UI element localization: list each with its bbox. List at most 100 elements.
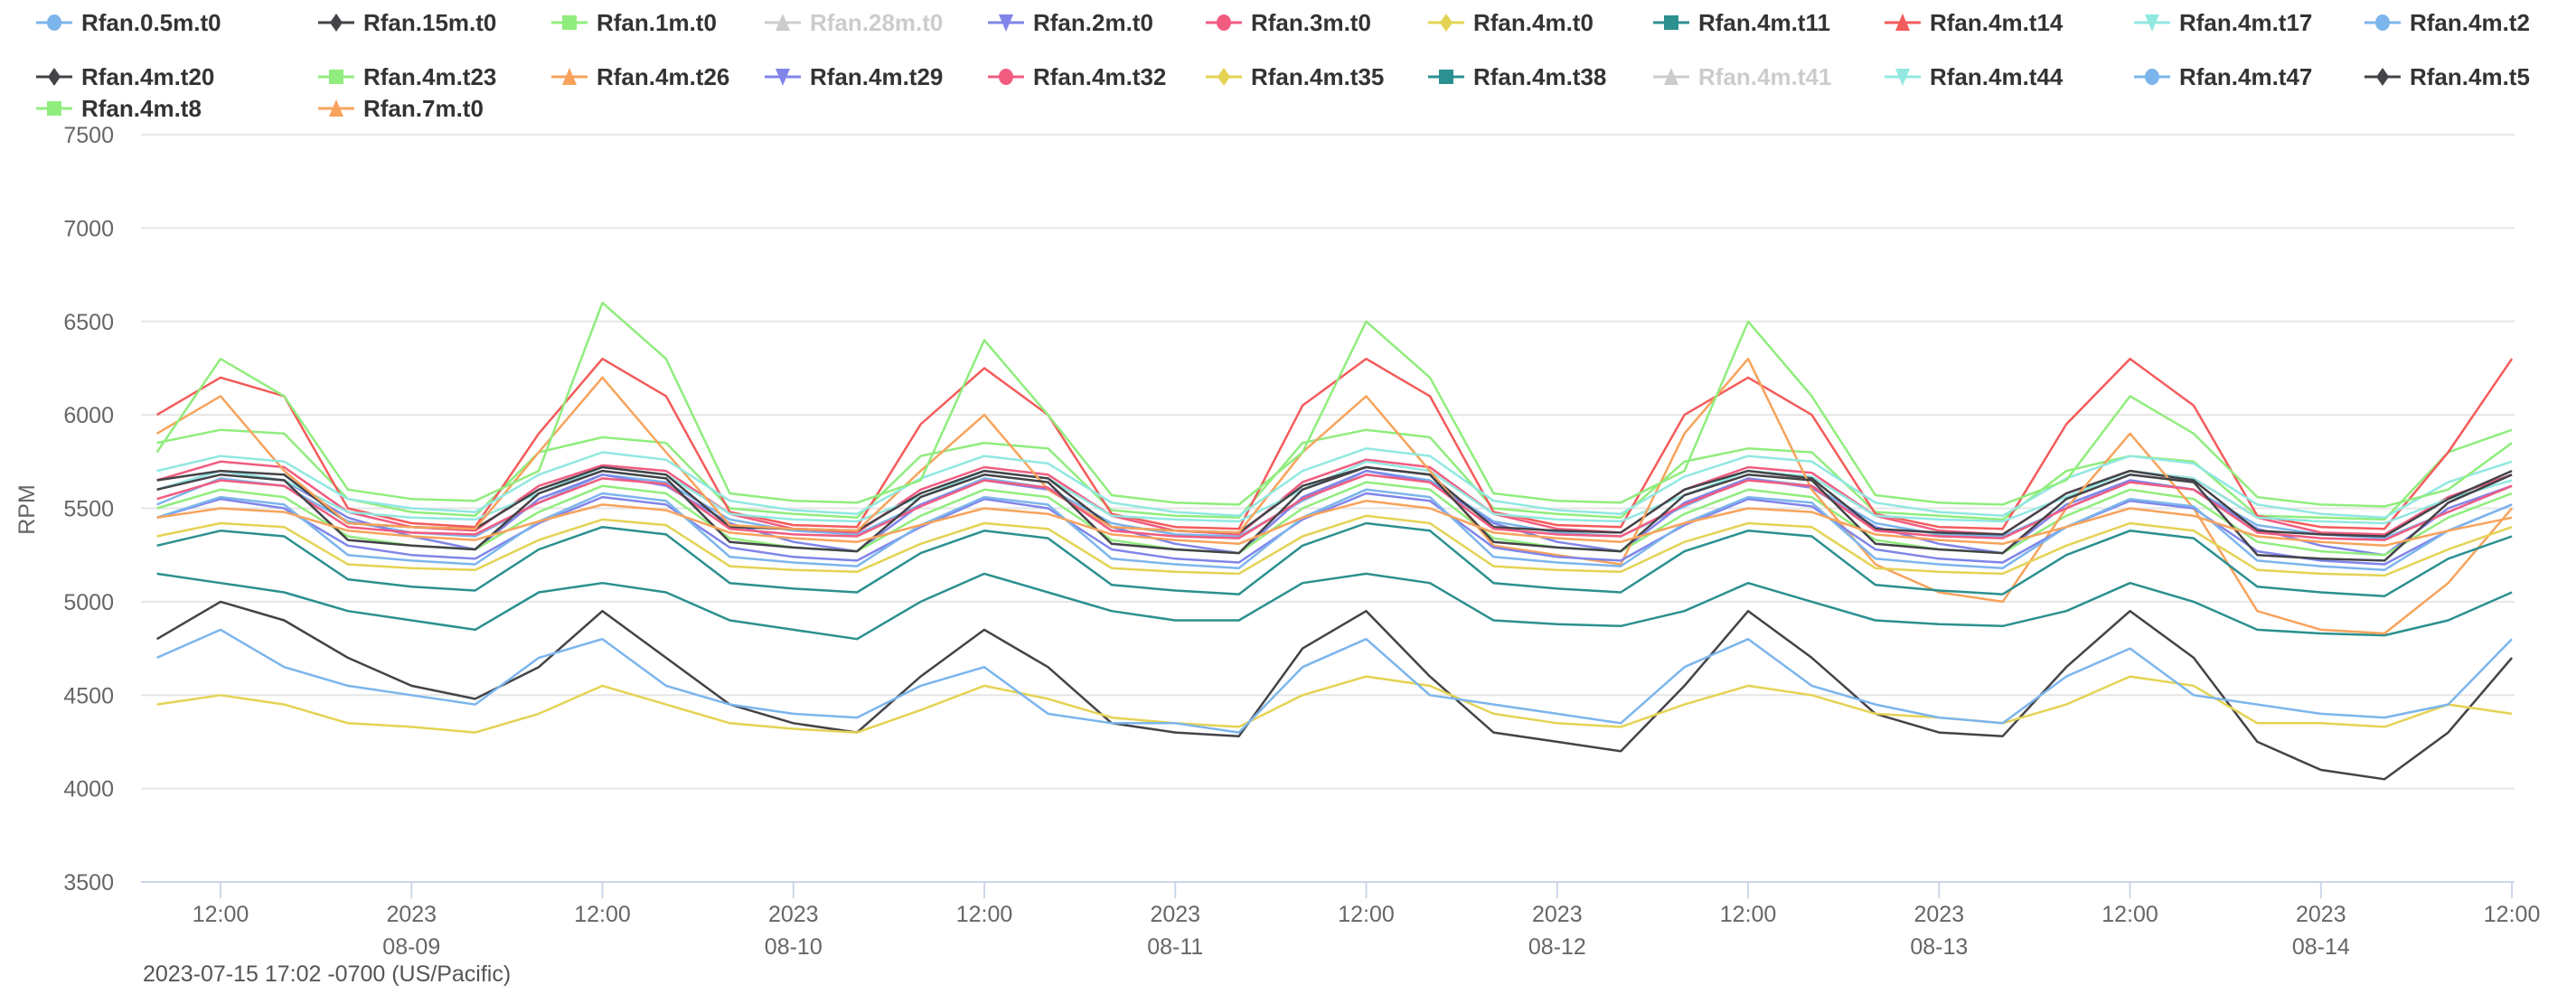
legend-label: Rfan.4m.t26	[597, 62, 730, 90]
legend-item-Rfan-4m-t29[interactable]: Rfan.4m.t29	[763, 61, 943, 92]
diamond-marker-icon	[36, 68, 72, 86]
legend-label: Rfan.4m.t8	[81, 94, 202, 122]
series-line-Rfan-4m-t0[interactable]	[156, 675, 2513, 734]
square-marker-icon	[551, 15, 588, 30]
legend-item-Rfan-0-5m-t0[interactable]: Rfan.0.5m.t0	[34, 7, 221, 38]
series-line-Rfan-4m-t44[interactable]	[156, 447, 2513, 520]
footer-timestamp: 2023-07-15 17:02 -0700 (US/Pacific)	[143, 961, 512, 987]
legend-item-Rfan-4m-t0[interactable]: Rfan.4m.t0	[1426, 7, 1594, 38]
x-tick-label: 12:00	[574, 902, 631, 927]
x-tick-label: 12:00	[1720, 902, 1777, 927]
x-tick-label: 2023	[1532, 902, 1583, 927]
legend-label: Rfan.4m.t23	[363, 62, 497, 90]
legend-item-Rfan-4m-t35[interactable]: Rfan.4m.t35	[1204, 61, 1384, 92]
y-tick-label: 6000	[63, 403, 114, 428]
y-tick-label: 4500	[63, 683, 114, 708]
series-line-Rfan-15m-t0[interactable]	[155, 600, 2514, 781]
x-tick-date-label: 08-09	[382, 934, 440, 960]
series-line-Rfan-4m-t35[interactable]	[156, 514, 2513, 577]
legend-item-Rfan-4m-t14[interactable]: Rfan.4m.t14	[1883, 7, 2063, 38]
triangle-marker-icon	[765, 14, 801, 31]
legend-label: Rfan.4m.t44	[1930, 62, 2064, 90]
series-line-Rfan-4m-t5[interactable]	[156, 465, 2513, 562]
x-tick-date-label: 08-10	[765, 934, 823, 960]
series-line-Rfan-4m-t47[interactable]	[156, 488, 2513, 571]
legend-label: Rfan.4m.t0	[1473, 8, 1594, 36]
y-tick-label: 7000	[63, 216, 114, 241]
y-tick-label: 4000	[63, 777, 114, 802]
legend-item-Rfan-2m-t0[interactable]: Rfan.2m.t0	[986, 7, 1153, 38]
legend-label: Rfan.4m.t38	[1473, 62, 1607, 90]
legend: Rfan.0.5m.t0 Rfan.15m.t0 Rfan.1m.t0 Rfan.28…	[0, 0, 2576, 127]
series-line-Rfan-4m-t38[interactable]	[156, 521, 2513, 597]
legend-label: Rfan.4m.t32	[1033, 62, 1167, 90]
legend-label: Rfan.4m.t35	[1251, 62, 1385, 90]
diamond-marker-icon	[1206, 68, 1242, 86]
series-line-Rfan-4m-t2[interactable]	[156, 628, 2513, 734]
x-tick-label: 2023	[386, 902, 437, 927]
x-tick-label: 12:00	[2101, 902, 2158, 927]
legend-label: Rfan.4m.t5	[2410, 62, 2530, 90]
legend-item-Rfan-4m-t5[interactable]: Rfan.4m.t5	[2363, 61, 2530, 92]
legend-label: Rfan.4m.t2	[2410, 8, 2530, 36]
series-line-Rfan-4m-t11[interactable]	[156, 572, 2513, 641]
series-line-Rfan-4m-t8[interactable]	[155, 301, 2513, 508]
diamond-marker-icon	[2364, 68, 2401, 86]
legend-label: Rfan.4m.t17	[2179, 8, 2313, 36]
diamond-marker-icon	[1428, 14, 1464, 32]
legend-item-Rfan-4m-t8[interactable]: Rfan.4m.t8	[34, 93, 202, 124]
y-tick-label: 6500	[63, 310, 114, 335]
series-line-Rfan-4m-t20[interactable]	[156, 465, 2513, 538]
legend-item-Rfan-4m-t11[interactable]: Rfan.4m.t11	[1651, 7, 1830, 38]
series-lines	[155, 301, 2514, 781]
series-line-Rfan-4m-t14[interactable]	[155, 357, 2514, 530]
y-tick-label: 7500	[63, 123, 114, 148]
x-tick-label: 12:00	[2484, 902, 2541, 927]
legend-label: Rfan.28m.t0	[810, 8, 944, 36]
x-tick-label: 2023	[768, 902, 819, 927]
series-line-Rfan-4m-t32[interactable]	[156, 474, 2513, 541]
legend-item-Rfan-4m-t41[interactable]: Rfan.4m.t41	[1651, 61, 1831, 92]
x-tick-label: 2023	[1150, 902, 1200, 927]
series-line-Rfan-3m-t0[interactable]	[156, 458, 2513, 536]
circle-marker-icon	[988, 69, 1024, 85]
legend-label: Rfan.4m.t29	[810, 62, 944, 90]
legend-item-Rfan-3m-t0[interactable]: Rfan.3m.t0	[1204, 7, 1371, 38]
triangle-down-marker-icon	[2134, 14, 2170, 32]
circle-marker-icon	[1206, 14, 1242, 31]
series-line-Rfan-1m-t0[interactable]	[156, 428, 2513, 521]
legend-item-Rfan-4m-t44[interactable]: Rfan.4m.t44	[1883, 61, 2063, 92]
series-line-Rfan-2m-t0[interactable]	[156, 469, 2513, 557]
legend-item-Rfan-7m-t0[interactable]: Rfan.7m.t0	[316, 93, 484, 124]
legend-item-Rfan-4m-t2[interactable]: Rfan.4m.t2	[2363, 7, 2530, 38]
series-line-Rfan-4m-t23[interactable]	[156, 481, 2513, 557]
legend-label: Rfan.15m.t0	[363, 8, 497, 36]
y-tick-label: 3500	[63, 870, 114, 896]
triangle-marker-icon	[1885, 14, 1921, 31]
legend-item-Rfan-4m-t47[interactable]: Rfan.4m.t47	[2132, 61, 2312, 92]
series-line-Rfan-7m-t0[interactable]	[156, 499, 2513, 548]
legend-item-Rfan-4m-t32[interactable]: Rfan.4m.t32	[986, 61, 1166, 92]
triangle-marker-icon	[318, 99, 354, 117]
legend-item-Rfan-4m-t17[interactable]: Rfan.4m.t17	[2132, 7, 2312, 38]
x-tick-label: 12:00	[1338, 902, 1395, 927]
legend-label: Rfan.2m.t0	[1033, 8, 1153, 36]
x-tick-date-label: 08-13	[1910, 934, 1968, 960]
legend-item-Rfan-4m-t20[interactable]: Rfan.4m.t20	[34, 61, 214, 92]
circle-marker-icon	[2364, 14, 2401, 31]
legend-item-Rfan-4m-t23[interactable]: Rfan.4m.t23	[316, 61, 496, 92]
y-axis-title: RPM	[14, 484, 40, 535]
triangle-down-marker-icon	[765, 69, 801, 86]
legend-item-Rfan-1m-t0[interactable]: Rfan.1m.t0	[550, 7, 717, 38]
legend-label: Rfan.4m.t20	[81, 62, 215, 90]
triangle-marker-icon	[1653, 68, 1689, 85]
legend-item-Rfan-4m-t38[interactable]: Rfan.4m.t38	[1426, 61, 1606, 92]
square-marker-icon	[318, 70, 354, 84]
legend-item-Rfan-4m-t26[interactable]: Rfan.4m.t26	[550, 61, 729, 92]
square-marker-icon	[1428, 70, 1464, 84]
legend-label: Rfan.4m.t14	[1930, 8, 2064, 36]
legend-item-Rfan-15m-t0[interactable]: Rfan.15m.t0	[316, 7, 496, 38]
legend-item-Rfan-28m-t0[interactable]: Rfan.28m.t0	[763, 7, 943, 38]
x-tick-date-label: 08-11	[1147, 934, 1203, 960]
